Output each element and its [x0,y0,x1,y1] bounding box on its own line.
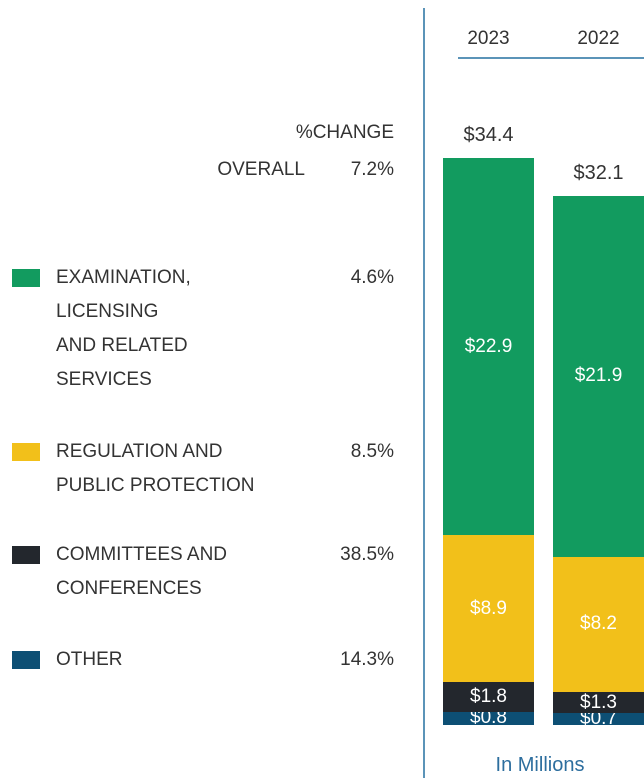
change-value: 4.6% [350,267,394,288]
change-value: 38.5% [340,544,394,565]
data-label: $22.9 [464,335,513,357]
change-value: 14.3% [340,649,394,670]
data-label: $1.3 [580,691,617,713]
bar-segment [443,682,534,712]
data-label: $8.2 [580,613,617,635]
total-label: $34.4 [463,124,514,146]
legend-label: EXAMINATION, LICENSING AND RELATED SERVI… [56,267,191,390]
data-label: $1.8 [470,685,507,707]
bar-segment [443,535,534,683]
bar-segment [553,556,644,693]
legend-swatch [12,651,40,669]
bar-segment [553,195,644,557]
overall-label: OVERALL [217,159,305,180]
legend-label: OTHER [56,649,123,670]
bar-segment [553,692,644,714]
bar-segment [443,158,534,536]
header-underline [458,57,644,59]
divider [423,8,425,778]
change-value: 8.5% [350,441,394,462]
legend-label: REGULATION AND PUBLIC PROTECTION [56,441,255,496]
x-tick-label: 2023 [467,28,510,49]
legend-swatch [12,443,40,461]
overall-change: 7.2% [350,159,394,180]
bar-segment [553,713,644,725]
total-label: $32.1 [573,161,624,184]
data-label: $8.9 [470,597,507,619]
axis-note: In Millions [495,754,585,776]
change-header: %CHANGE [295,122,394,143]
data-label: $0.8 [470,707,507,729]
legend-swatch [12,546,40,564]
data-label: $21.9 [574,365,623,387]
legend-swatch [12,269,40,287]
data-label: $0.7 [580,708,617,730]
legend-label: COMMITTEES AND CONFERENCES [56,544,228,599]
bar-segment [443,711,534,725]
x-tick-label: 2022 [577,28,620,49]
